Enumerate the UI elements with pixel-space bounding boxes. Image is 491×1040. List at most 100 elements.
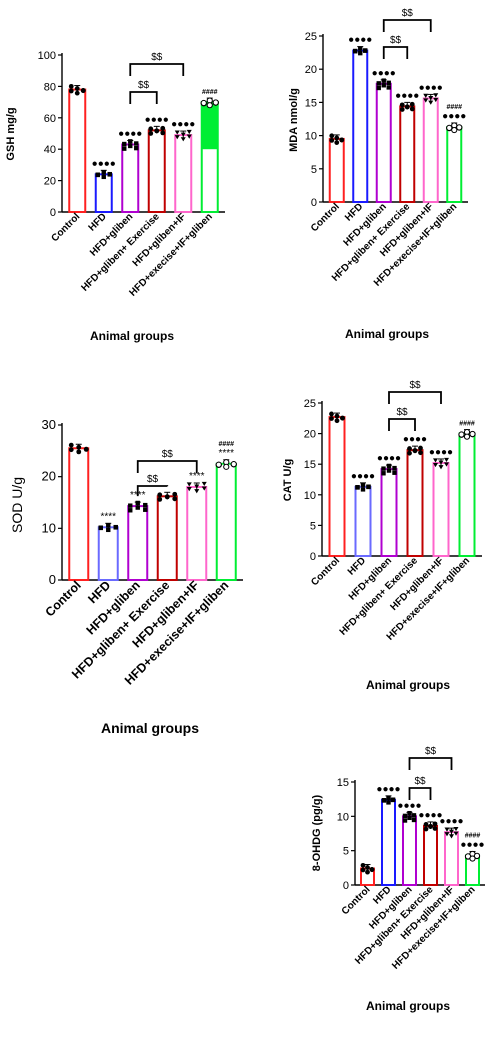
significance-label: ●●●● <box>348 35 372 46</box>
data-point <box>122 141 127 147</box>
y-tick-label: 40 <box>44 144 56 156</box>
data-point <box>128 508 133 513</box>
bracket-label: $$ <box>402 8 414 19</box>
data-point <box>128 139 133 144</box>
comparison-bracket <box>408 787 432 800</box>
data-point <box>386 463 392 469</box>
data-point <box>135 505 140 510</box>
data-point <box>458 431 465 438</box>
data-point <box>76 444 82 450</box>
data-point <box>409 101 415 107</box>
data-point <box>68 447 74 453</box>
data-point <box>376 85 381 91</box>
data-point <box>186 487 192 492</box>
data-point <box>334 413 340 419</box>
y-tick-label: 10 <box>42 520 56 535</box>
data-point <box>134 141 139 146</box>
data-point <box>399 107 405 112</box>
significance-label: **** <box>218 448 234 459</box>
data-point <box>134 145 139 151</box>
bar <box>174 134 193 214</box>
data-point <box>68 442 74 448</box>
y-tick-label: 20 <box>304 429 316 441</box>
data-point <box>74 90 80 96</box>
y-tick-label: 5 <box>310 520 316 532</box>
data-point <box>412 448 418 453</box>
data-point <box>402 818 408 823</box>
data-point <box>444 462 449 467</box>
data-point <box>381 471 386 476</box>
significance-label: **** <box>100 511 116 522</box>
bar <box>97 526 119 581</box>
data-point <box>113 524 118 530</box>
data-point <box>381 466 386 471</box>
data-point <box>366 484 371 489</box>
significance-label: ●●●● <box>372 68 396 79</box>
significance-label: ●●●● <box>442 111 466 122</box>
data-point <box>473 852 481 859</box>
y-tick-label: 0 <box>311 197 317 209</box>
data-point <box>438 465 444 470</box>
x-axis-label: Animal groups <box>90 329 174 343</box>
y-tick-label: 10 <box>337 811 349 823</box>
data-point <box>215 461 222 468</box>
y-tick-label: 10 <box>305 131 317 143</box>
bar <box>147 129 166 213</box>
data-point <box>407 446 412 451</box>
data-point <box>411 813 417 818</box>
y-tick-label: 25 <box>304 398 316 410</box>
data-point <box>358 46 363 51</box>
significance-label: ●●●● <box>419 82 443 93</box>
y-tick-label: 100 <box>38 50 56 62</box>
data-point <box>418 450 423 456</box>
data-point <box>334 135 340 141</box>
data-point <box>76 449 82 455</box>
data-point <box>365 865 370 870</box>
data-point <box>453 831 459 836</box>
significance-label: ●●●● <box>403 434 427 445</box>
comparison-bracket <box>388 391 442 404</box>
data-point <box>444 827 450 832</box>
data-point <box>106 527 111 533</box>
y-axis-label: CAT U/g <box>282 459 294 502</box>
data-point <box>449 829 454 834</box>
data-point <box>360 487 366 492</box>
data-point <box>80 88 86 93</box>
y-tick-label: 20 <box>305 64 317 76</box>
data-point <box>194 489 200 494</box>
bracket-label: $$ <box>147 474 159 485</box>
y-axis-label: SOD U/g <box>9 477 25 533</box>
data-point <box>444 832 450 837</box>
comparison-bracket <box>382 19 432 32</box>
data-point <box>446 124 453 131</box>
significance-label: ●●●● <box>397 800 421 811</box>
bar-fill <box>201 102 218 150</box>
data-point <box>143 502 148 508</box>
bar <box>352 49 369 203</box>
bracket-label: $$ <box>390 35 402 46</box>
data-point <box>174 130 180 135</box>
y-tick-label: 80 <box>44 81 56 93</box>
category-label: HFD <box>87 211 109 233</box>
data-point <box>386 85 391 90</box>
data-point <box>451 126 458 134</box>
data-point <box>160 130 166 136</box>
data-point <box>463 433 471 440</box>
bar <box>381 798 396 886</box>
data-point <box>428 95 434 101</box>
data-point <box>376 81 381 86</box>
data-point <box>407 450 412 456</box>
data-point <box>469 430 476 438</box>
significance-label: #### <box>202 89 218 96</box>
data-point <box>353 48 358 54</box>
data-point <box>106 523 111 528</box>
category-label: HFD <box>346 555 368 577</box>
bar <box>68 88 87 213</box>
bar <box>215 462 237 581</box>
bar <box>354 485 372 557</box>
comparison-bracket <box>382 46 409 59</box>
data-point <box>381 83 386 88</box>
